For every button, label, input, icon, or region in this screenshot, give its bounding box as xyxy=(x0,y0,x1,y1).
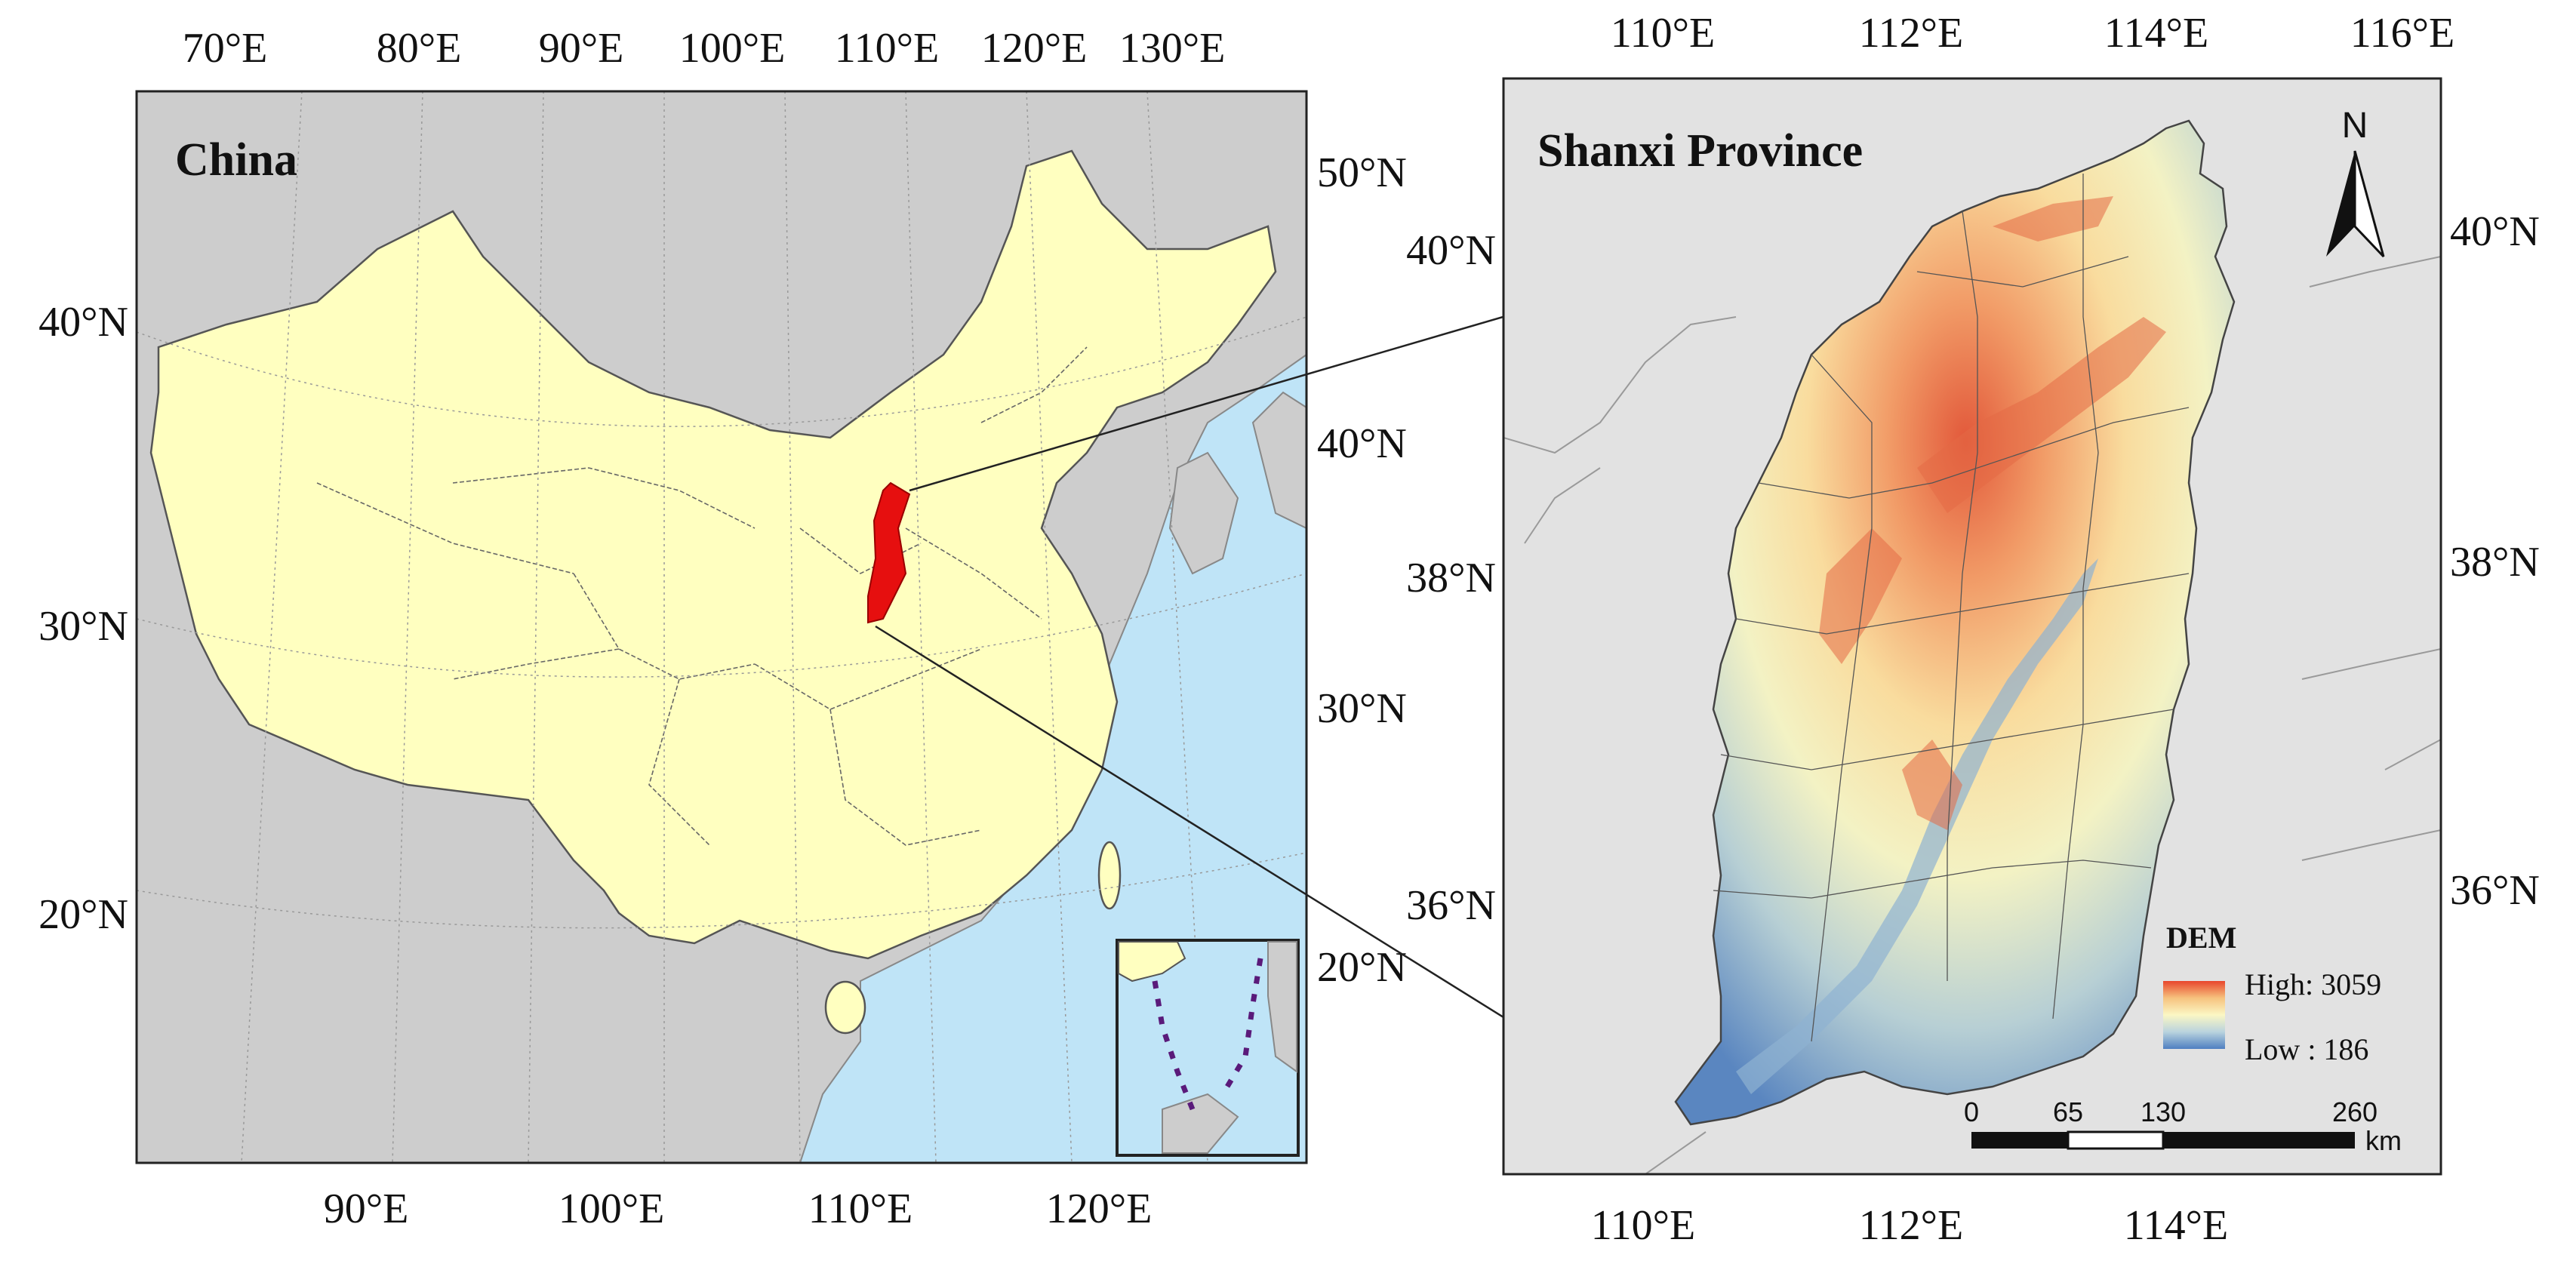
north-arrow: N xyxy=(2326,106,2385,258)
lon-label: 100°E xyxy=(679,25,786,72)
scale-unit: km xyxy=(2365,1125,2402,1156)
lon-label: 112°E xyxy=(1859,1202,1964,1249)
lon-label: 80°E xyxy=(377,25,462,72)
lon-label: 100°E xyxy=(559,1186,665,1232)
shanxi-left-latitude-labels: 40°N 38°N 36°N xyxy=(1406,227,1496,929)
lon-label: 116°E xyxy=(2350,10,2455,57)
legend-low-label: Low : 186 xyxy=(2245,1032,2368,1066)
lon-label: 130°E xyxy=(1119,25,1226,72)
county-boundaries xyxy=(1713,174,2190,1042)
lon-label: 90°E xyxy=(324,1186,409,1232)
lon-label: 120°E xyxy=(981,25,1088,72)
shanxi-right-latitude-labels: 40°N 38°N 36°N xyxy=(2450,208,2540,914)
china-bottom-longitude-labels: 90°E 100°E 110°E 120°E xyxy=(324,1186,1153,1232)
shanxi-bottom-longitude-labels: 110°E 112°E 114°E xyxy=(1591,1202,2229,1249)
neighbor-province-boundaries xyxy=(1503,256,2441,1174)
legend-title: DEM xyxy=(2166,921,2236,955)
taiwan-island xyxy=(1097,841,1122,910)
shanxi-map-title: Shanxi Province xyxy=(1537,125,1863,177)
china-map-title: China xyxy=(175,134,297,186)
lat-label: 38°N xyxy=(2450,539,2540,586)
dem-legend: DEM High: 3059 Low : 186 xyxy=(2163,921,2381,1066)
shanxi-top-longitude-labels: 110°E 112°E 114°E 116°E xyxy=(1611,10,2455,57)
lon-label: 70°E xyxy=(183,25,268,72)
lat-label: 40°N xyxy=(38,299,128,346)
lat-label: 40°N xyxy=(2450,208,2540,255)
legend-color-ramp xyxy=(2163,981,2225,1049)
lat-label: 20°N xyxy=(1317,944,1407,991)
china-map-frame xyxy=(135,90,1308,1164)
lat-label: 40°N xyxy=(1317,420,1407,467)
lat-label: 30°N xyxy=(1317,685,1407,732)
scale-label: 0 xyxy=(1964,1096,1979,1127)
lon-label: 110°E xyxy=(1611,10,1716,57)
lon-label: 120°E xyxy=(1046,1186,1153,1232)
scale-label: 260 xyxy=(2332,1096,2377,1127)
scale-label: 65 xyxy=(2053,1096,2083,1127)
lon-label: 110°E xyxy=(808,1186,913,1232)
china-right-latitude-labels: 50°N 40°N 30°N 20°N xyxy=(1317,149,1407,991)
graticule-lines xyxy=(137,91,1306,1163)
lon-label: 112°E xyxy=(1859,10,1964,57)
scale-label: 130 xyxy=(2141,1096,2186,1127)
china-top-longitude-labels: 70°E 80°E 90°E 100°E 110°E 120°E 130°E xyxy=(183,25,1226,72)
lat-label: 30°N xyxy=(38,603,128,650)
china-territory xyxy=(149,149,1277,960)
lon-label: 90°E xyxy=(539,25,624,72)
south-china-sea-inset xyxy=(1116,939,1300,1157)
lat-label: 36°N xyxy=(2450,867,2540,914)
lat-label: 50°N xyxy=(1317,149,1407,196)
hainan-island xyxy=(824,980,866,1035)
lon-label: 114°E xyxy=(2124,1202,2229,1249)
lat-label: 36°N xyxy=(1406,882,1496,929)
north-arrow-label: N xyxy=(2342,106,2368,146)
korea-japan-land xyxy=(1168,391,1306,575)
shanxi-highlight xyxy=(867,481,911,624)
lat-label: 38°N xyxy=(1406,555,1496,601)
lon-label: 114°E xyxy=(2104,10,2209,57)
lat-label: 40°N xyxy=(1406,227,1496,274)
china-left-latitude-labels: 40°N 30°N 20°N xyxy=(38,299,128,938)
valley-lowlands xyxy=(1736,558,2098,1094)
lon-label: 110°E xyxy=(835,25,940,72)
north-arrow-icon xyxy=(2326,151,2355,257)
province-boundaries xyxy=(316,346,1088,846)
scale-bar: 0 65 130 260 km xyxy=(1964,1096,2402,1156)
china-map-panel: China 70°E 80°E 90°E 100°E 110°E 120°E 1… xyxy=(38,25,1407,1232)
shanxi-map-panel: Shanxi Province N DEM High: 3059 Low : 1… xyxy=(1406,10,2540,1249)
shanxi-map-frame xyxy=(1502,77,2442,1176)
legend-high-label: High: 3059 xyxy=(2245,967,2381,1001)
lat-label: 20°N xyxy=(38,891,128,938)
lon-label: 110°E xyxy=(1591,1202,1696,1249)
